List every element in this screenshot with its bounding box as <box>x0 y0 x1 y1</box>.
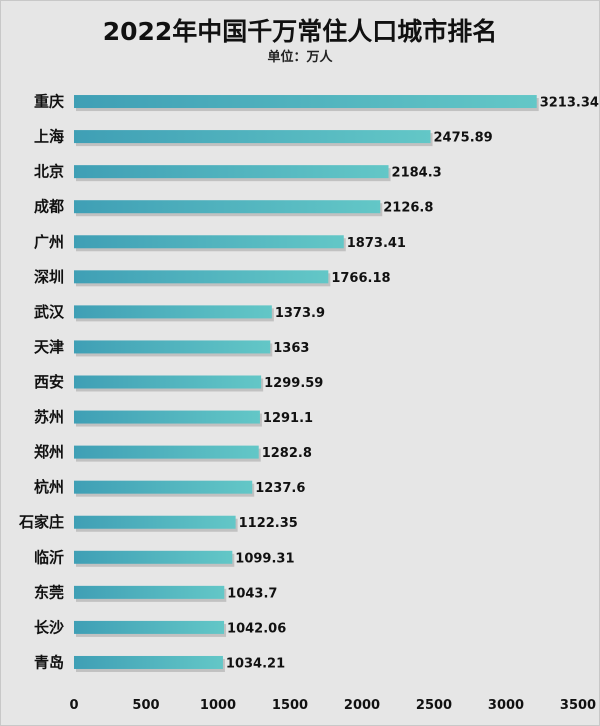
bar <box>74 480 253 494</box>
bar <box>74 410 260 424</box>
bar <box>74 375 262 389</box>
x-tick-label: 3000 <box>488 698 524 713</box>
bar <box>74 200 381 214</box>
category-label: 郑州 <box>34 443 64 461</box>
category-label: 北京 <box>34 163 64 181</box>
value-label: 2126.8 <box>383 201 433 216</box>
bar <box>74 95 537 109</box>
value-label: 1282.8 <box>262 446 312 461</box>
category-label: 深圳 <box>34 268 64 286</box>
value-label: 2475.89 <box>434 131 493 146</box>
value-label: 1363 <box>273 341 309 356</box>
bar <box>74 620 225 634</box>
value-label: 1122.35 <box>239 516 298 531</box>
bar <box>74 445 259 459</box>
value-label: 1237.6 <box>255 481 305 496</box>
value-label: 3213.34 <box>540 96 599 111</box>
x-tick-label: 1500 <box>272 698 308 713</box>
value-label: 1766.18 <box>331 271 390 286</box>
value-label: 1291.1 <box>263 411 313 426</box>
value-label: 2184.3 <box>392 166 442 181</box>
chart-title: 2022年中国千万常住人口城市排名 <box>102 17 498 46</box>
x-tick-label: 2000 <box>344 698 380 713</box>
category-label: 青岛 <box>34 653 64 671</box>
value-label: 1373.9 <box>275 306 325 321</box>
category-label: 苏州 <box>34 408 64 426</box>
category-label: 成都 <box>34 198 64 216</box>
bar <box>74 165 389 179</box>
bar <box>74 585 225 599</box>
value-label: 1873.41 <box>347 236 406 251</box>
category-label: 武汉 <box>34 303 65 321</box>
value-label: 1043.7 <box>227 586 277 601</box>
x-tick-label: 3500 <box>560 698 596 713</box>
category-label: 广州 <box>34 233 64 251</box>
bar <box>74 270 329 284</box>
x-tick-label: 1000 <box>200 698 236 713</box>
category-label: 西安 <box>34 373 64 391</box>
bar <box>74 550 233 564</box>
bar <box>74 235 344 249</box>
category-label: 杭州 <box>34 478 64 496</box>
bar <box>74 130 431 144</box>
category-label: 长沙 <box>34 618 64 636</box>
value-label: 1299.59 <box>264 376 323 391</box>
category-label: 重庆 <box>34 93 64 111</box>
category-label: 上海 <box>34 128 64 146</box>
bar <box>74 515 236 529</box>
x-tick-label: 500 <box>132 698 159 713</box>
bar <box>74 340 271 354</box>
x-tick-label: 0 <box>69 698 78 713</box>
category-label: 天津 <box>34 338 64 356</box>
value-label: 1099.31 <box>235 551 294 566</box>
category-label: 石家庄 <box>18 513 64 531</box>
category-label: 东莞 <box>34 583 64 601</box>
x-tick-label: 2500 <box>416 698 452 713</box>
value-label: 1042.06 <box>227 621 286 636</box>
value-label: 1034.21 <box>226 656 285 671</box>
bar <box>74 305 272 319</box>
bar <box>74 655 223 669</box>
chart-subtitle: 单位：万人 <box>267 50 333 65</box>
category-label: 临沂 <box>34 548 64 566</box>
